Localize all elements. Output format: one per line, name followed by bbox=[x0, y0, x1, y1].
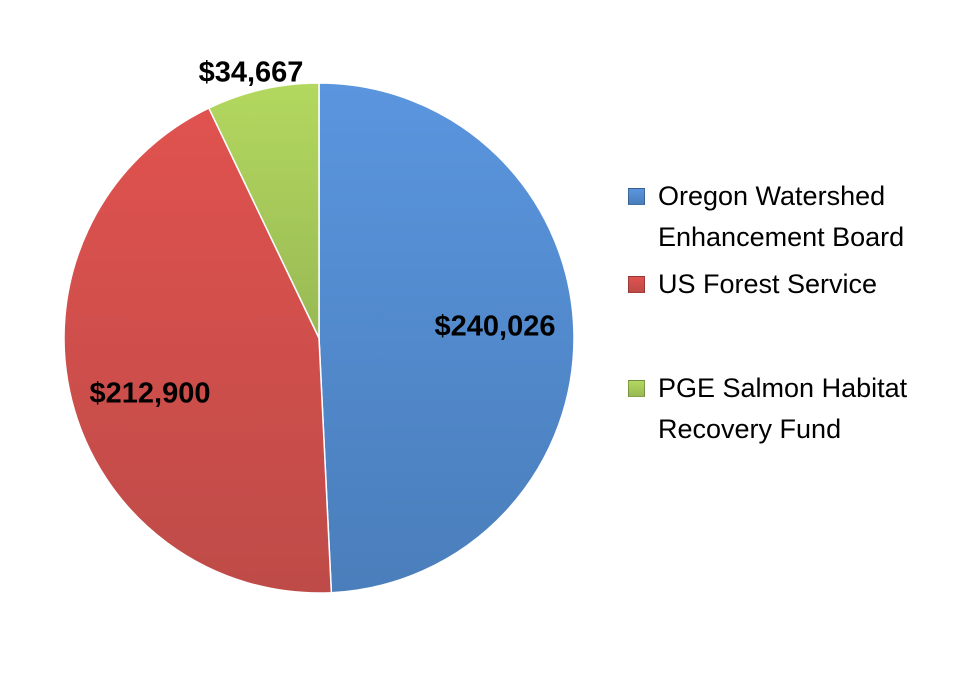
legend-label: PGE Salmon Habitat Recovery Fund bbox=[658, 373, 908, 444]
data-label-oregon-watershed: $240,026 bbox=[435, 311, 556, 343]
pie-slices bbox=[63, 82, 575, 594]
legend: Oregon Watershed Enhancement Board US Fo… bbox=[628, 176, 968, 456]
data-label-us-forest-service: $212,900 bbox=[90, 378, 211, 410]
slice-oregon-watershed bbox=[318, 82, 575, 594]
legend-label: Oregon Watershed Enhancement Board bbox=[658, 181, 905, 252]
slice-us-forest-service bbox=[63, 107, 333, 594]
legend-swatch-red bbox=[628, 276, 645, 293]
slice-pge-salmon-fund bbox=[207, 82, 320, 339]
legend-item-pge-salmon-fund: PGE Salmon Habitat Recovery Fund bbox=[628, 368, 968, 456]
data-label-pge-salmon-fund: $34,667 bbox=[199, 57, 304, 89]
legend-label: US Forest Service bbox=[658, 269, 878, 299]
legend-item-us-forest-service: US Forest Service bbox=[628, 264, 968, 368]
legend-swatch-green bbox=[628, 380, 645, 397]
legend-swatch-blue bbox=[628, 188, 645, 205]
legend-item-oregon-watershed: Oregon Watershed Enhancement Board bbox=[628, 176, 968, 264]
data-labels: $240,026 $212,900 $34,667 bbox=[90, 57, 556, 410]
